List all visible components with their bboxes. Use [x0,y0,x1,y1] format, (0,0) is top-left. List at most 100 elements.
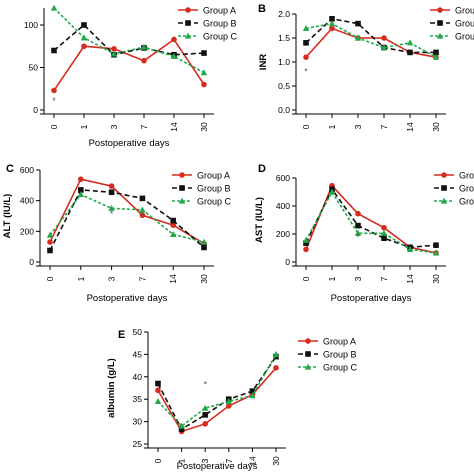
x-tick-label: 14 [169,122,179,132]
x-tick-label: 30 [431,122,441,132]
series-group-b [303,186,439,251]
x-tick-label: 14 [405,274,415,284]
x-tick-label: 30 [199,274,209,284]
legend-marker [305,338,311,344]
series-line [157,356,277,431]
data-point [432,53,440,60]
y-tick-label: 0 [29,257,34,267]
y-tick-label: 100 [24,20,38,30]
data-point [354,229,362,236]
data-point [432,249,440,256]
legend-marker [436,32,444,39]
series-group-c [50,4,208,76]
data-point [80,34,88,41]
legend-entry: Group C [459,197,474,207]
data-point [110,50,118,57]
y-tick-label: 50 [29,63,39,73]
x-axis-title: Postoperative days [87,293,168,304]
series-line [49,189,205,251]
significance-mark: * [110,209,114,219]
data-point [200,238,208,245]
legend: Group A Group B Group C [298,337,358,373]
data-point [201,244,207,251]
data-point [272,351,280,357]
data-point [249,392,256,399]
data-point [140,43,148,50]
legend-entry: Group C [323,363,358,373]
legend-entry: Group A [455,6,474,16]
data-point [108,189,115,196]
x-tick-label: 7 [224,458,234,463]
significance-mark: * [52,96,56,106]
y-tick-label: 50 [133,327,143,337]
legend-entry: Group A [197,171,230,181]
data-point [108,204,115,211]
x-axis-title: Postoperative days [331,293,412,304]
data-point [355,210,361,217]
legend-marker [441,185,447,191]
data-point [303,40,309,46]
data-point [202,412,208,418]
data-point [355,20,361,27]
y-tick-label: 0.0 [278,105,290,115]
panel-label: D [258,163,266,175]
x-tick-label: 3 [107,276,117,281]
data-point [381,224,387,231]
series-group-a [47,176,207,247]
legend-entry: Group B [197,184,231,194]
series-group-c [46,191,208,245]
legend-marker [178,197,186,204]
data-point [225,398,232,405]
data-point [202,404,209,411]
data-point [47,247,53,254]
data-point [139,206,146,213]
data-point [433,242,439,248]
data-point [201,81,207,88]
y-tick-label: 45 [133,349,143,359]
panel-label: E [118,329,125,341]
series-group-b [47,187,207,254]
x-axis-title: Postoperative days [177,461,258,472]
significance-mark: * [203,380,207,390]
x-tick-label: 30 [431,274,441,284]
data-point [46,231,54,238]
legend-entry: Group B [203,19,237,29]
x-tick-label: 7 [137,276,147,281]
series-line [305,22,437,58]
x-tick-label: 7 [379,124,389,129]
legend-entry: Group C [203,32,238,42]
y-axis-title: albumin (g/L) [106,358,117,418]
data-point [78,187,84,193]
chart-panel-3: 0 200 400 600 0 1 3 7 14 30 Postoperative days ALT … [2,163,232,304]
legend-marker [185,7,191,13]
data-point [302,25,310,31]
data-point [380,229,388,236]
legend: Group A Group B Group C [434,171,474,207]
x-tick-label: 14 [405,122,415,132]
x-tick-label: 3 [200,458,210,463]
data-point [178,422,185,429]
data-point [81,43,87,50]
legend-marker [440,197,448,204]
data-point [433,49,439,56]
data-point [170,231,177,237]
data-point [406,246,414,252]
data-point [154,398,162,405]
panel-label: C [6,163,14,175]
data-point [78,176,84,182]
x-tick-label: 0 [45,276,55,281]
x-tick-label: 1 [76,276,86,281]
series-group-c [302,188,440,256]
x-tick-label: 30 [199,122,209,132]
series-line [305,187,437,249]
series-line [49,193,205,243]
x-tick-label: 30 [271,456,281,466]
y-tick-label: 400 [20,196,34,206]
x-tick-label: 3 [353,276,363,281]
x-tick-label: 1 [177,458,187,463]
data-point [155,380,161,387]
legend-entry: Group C [455,32,474,42]
data-point [81,22,87,28]
series-line [157,367,277,433]
